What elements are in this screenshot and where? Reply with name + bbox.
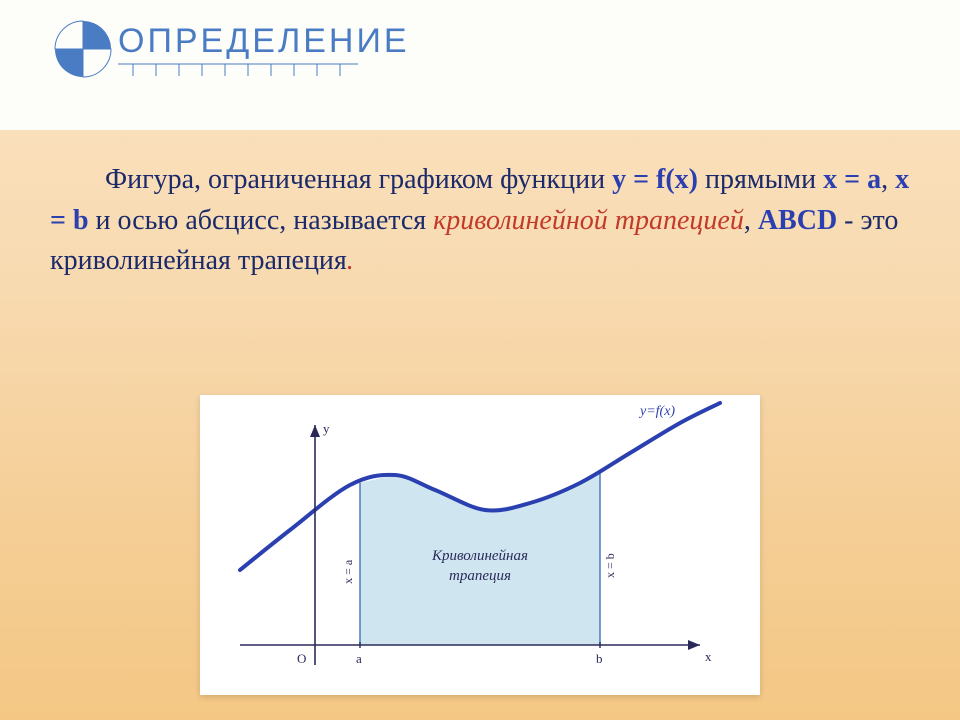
definition-text: Фигура, ограниченная графиком функции y … [50,160,910,282]
t3: и осью абсцисс, называется [89,205,434,236]
svg-text:x: x [705,649,712,664]
header-title: ОПРЕДЕЛЕНИЕ [118,22,410,61]
svg-text:a: a [356,651,362,666]
t-dot: . [347,245,354,276]
svg-text:Криволинейная: Криволинейная [431,548,528,564]
t1: Фигура, ограниченная графиком функции [105,164,612,195]
svg-text:x = a: x = a [341,559,355,584]
quadrant-icon [52,18,114,80]
title-block: ОПРЕДЕЛЕНИЕ [118,22,410,77]
svg-text:y=f(x): y=f(x) [638,404,675,419]
header-ruler-icon [118,63,378,79]
svg-text:трапеция: трапеция [449,568,511,584]
svg-text:b: b [596,651,603,666]
t-abcd: ABCD [758,205,837,236]
trapezoid-chart: Ox y a b y=f(x) x = a x = b Криволинейная трапец… [200,395,760,695]
svg-text:y: y [323,421,330,436]
t-xa: x = a [823,164,881,195]
logo-block: ОПРЕДЕЛЕНИЕ [52,18,410,80]
t2: прямыми [698,164,823,195]
t-c1: , [881,164,895,195]
t-kriv: криволинейной трапецией [433,205,744,236]
t4: , [744,205,758,236]
svg-text:O: O [297,651,306,666]
t-fx: y = f(x) [612,164,698,195]
svg-text:x = b: x = b [603,553,617,578]
header-bar: ОПРЕДЕЛЕНИЕ [0,0,960,130]
chart-container: Ox y a b y=f(x) x = a x = b Криволинейная трапец… [200,395,760,695]
